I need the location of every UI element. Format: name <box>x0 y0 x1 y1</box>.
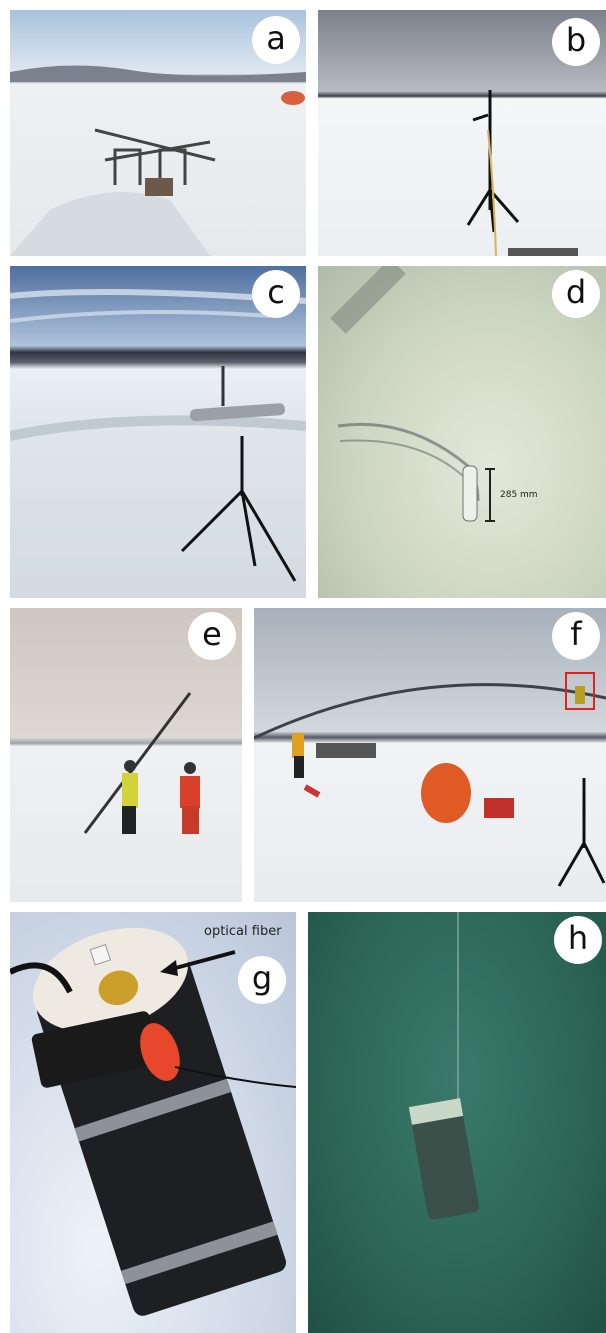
panel-label: g <box>238 956 286 1004</box>
scene <box>10 289 306 582</box>
scene <box>408 912 480 1220</box>
panel-label: h <box>554 916 602 964</box>
panel-label: b <box>552 18 600 66</box>
scene <box>254 672 606 887</box>
scene <box>83 692 200 834</box>
panel-label: e <box>188 612 236 660</box>
photo-d: 285 mm d <box>318 266 606 598</box>
scene <box>466 90 578 256</box>
scene <box>10 65 306 256</box>
panel-label: a <box>252 16 300 64</box>
photo-f: f <box>254 608 606 902</box>
panel-label: c <box>252 270 300 318</box>
photo-h: h <box>308 912 606 1333</box>
panel-label: d <box>552 270 600 318</box>
photo-a: a <box>10 10 306 256</box>
scale-annotation: 285 mm <box>500 490 538 500</box>
panel-label: f <box>552 612 600 660</box>
photo-b: b <box>318 10 606 256</box>
scene <box>10 927 296 1316</box>
photo-g: optical fiber g <box>10 912 296 1333</box>
fiber-annotation: optical fiber <box>204 924 282 939</box>
scene <box>330 266 495 522</box>
photo-c: c <box>10 266 306 598</box>
photo-e: e <box>10 608 242 902</box>
